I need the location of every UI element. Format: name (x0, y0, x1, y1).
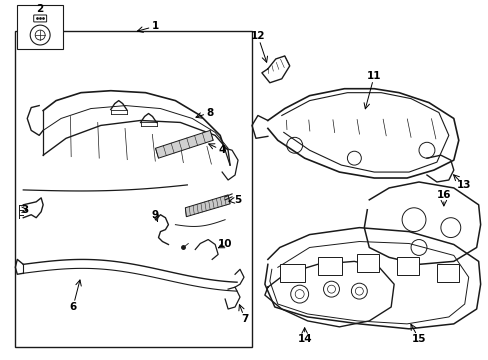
Text: 16: 16 (436, 190, 450, 200)
Bar (436, 264, 458, 282)
Bar (15, 31, 251, 347)
Polygon shape (185, 195, 230, 217)
Text: 3: 3 (21, 205, 29, 215)
Text: 2: 2 (37, 4, 44, 14)
Text: 13: 13 (456, 180, 470, 190)
Bar (357, 255, 379, 272)
Text: 7: 7 (241, 314, 248, 324)
Text: 6: 6 (69, 302, 77, 312)
Text: 11: 11 (366, 71, 381, 81)
FancyBboxPatch shape (34, 15, 46, 22)
Bar (396, 257, 418, 275)
Bar (279, 264, 304, 282)
Text: 10: 10 (218, 239, 232, 249)
Text: 8: 8 (206, 108, 213, 117)
Text: 5: 5 (234, 195, 241, 205)
Text: 14: 14 (297, 334, 311, 344)
Bar (17, 5, 63, 49)
Bar (317, 257, 342, 275)
Text: 1: 1 (152, 21, 159, 31)
Text: 9: 9 (152, 210, 159, 220)
Text: 12: 12 (250, 31, 264, 41)
Polygon shape (155, 130, 213, 158)
Text: 15: 15 (411, 334, 426, 344)
Text: 4: 4 (218, 145, 225, 155)
